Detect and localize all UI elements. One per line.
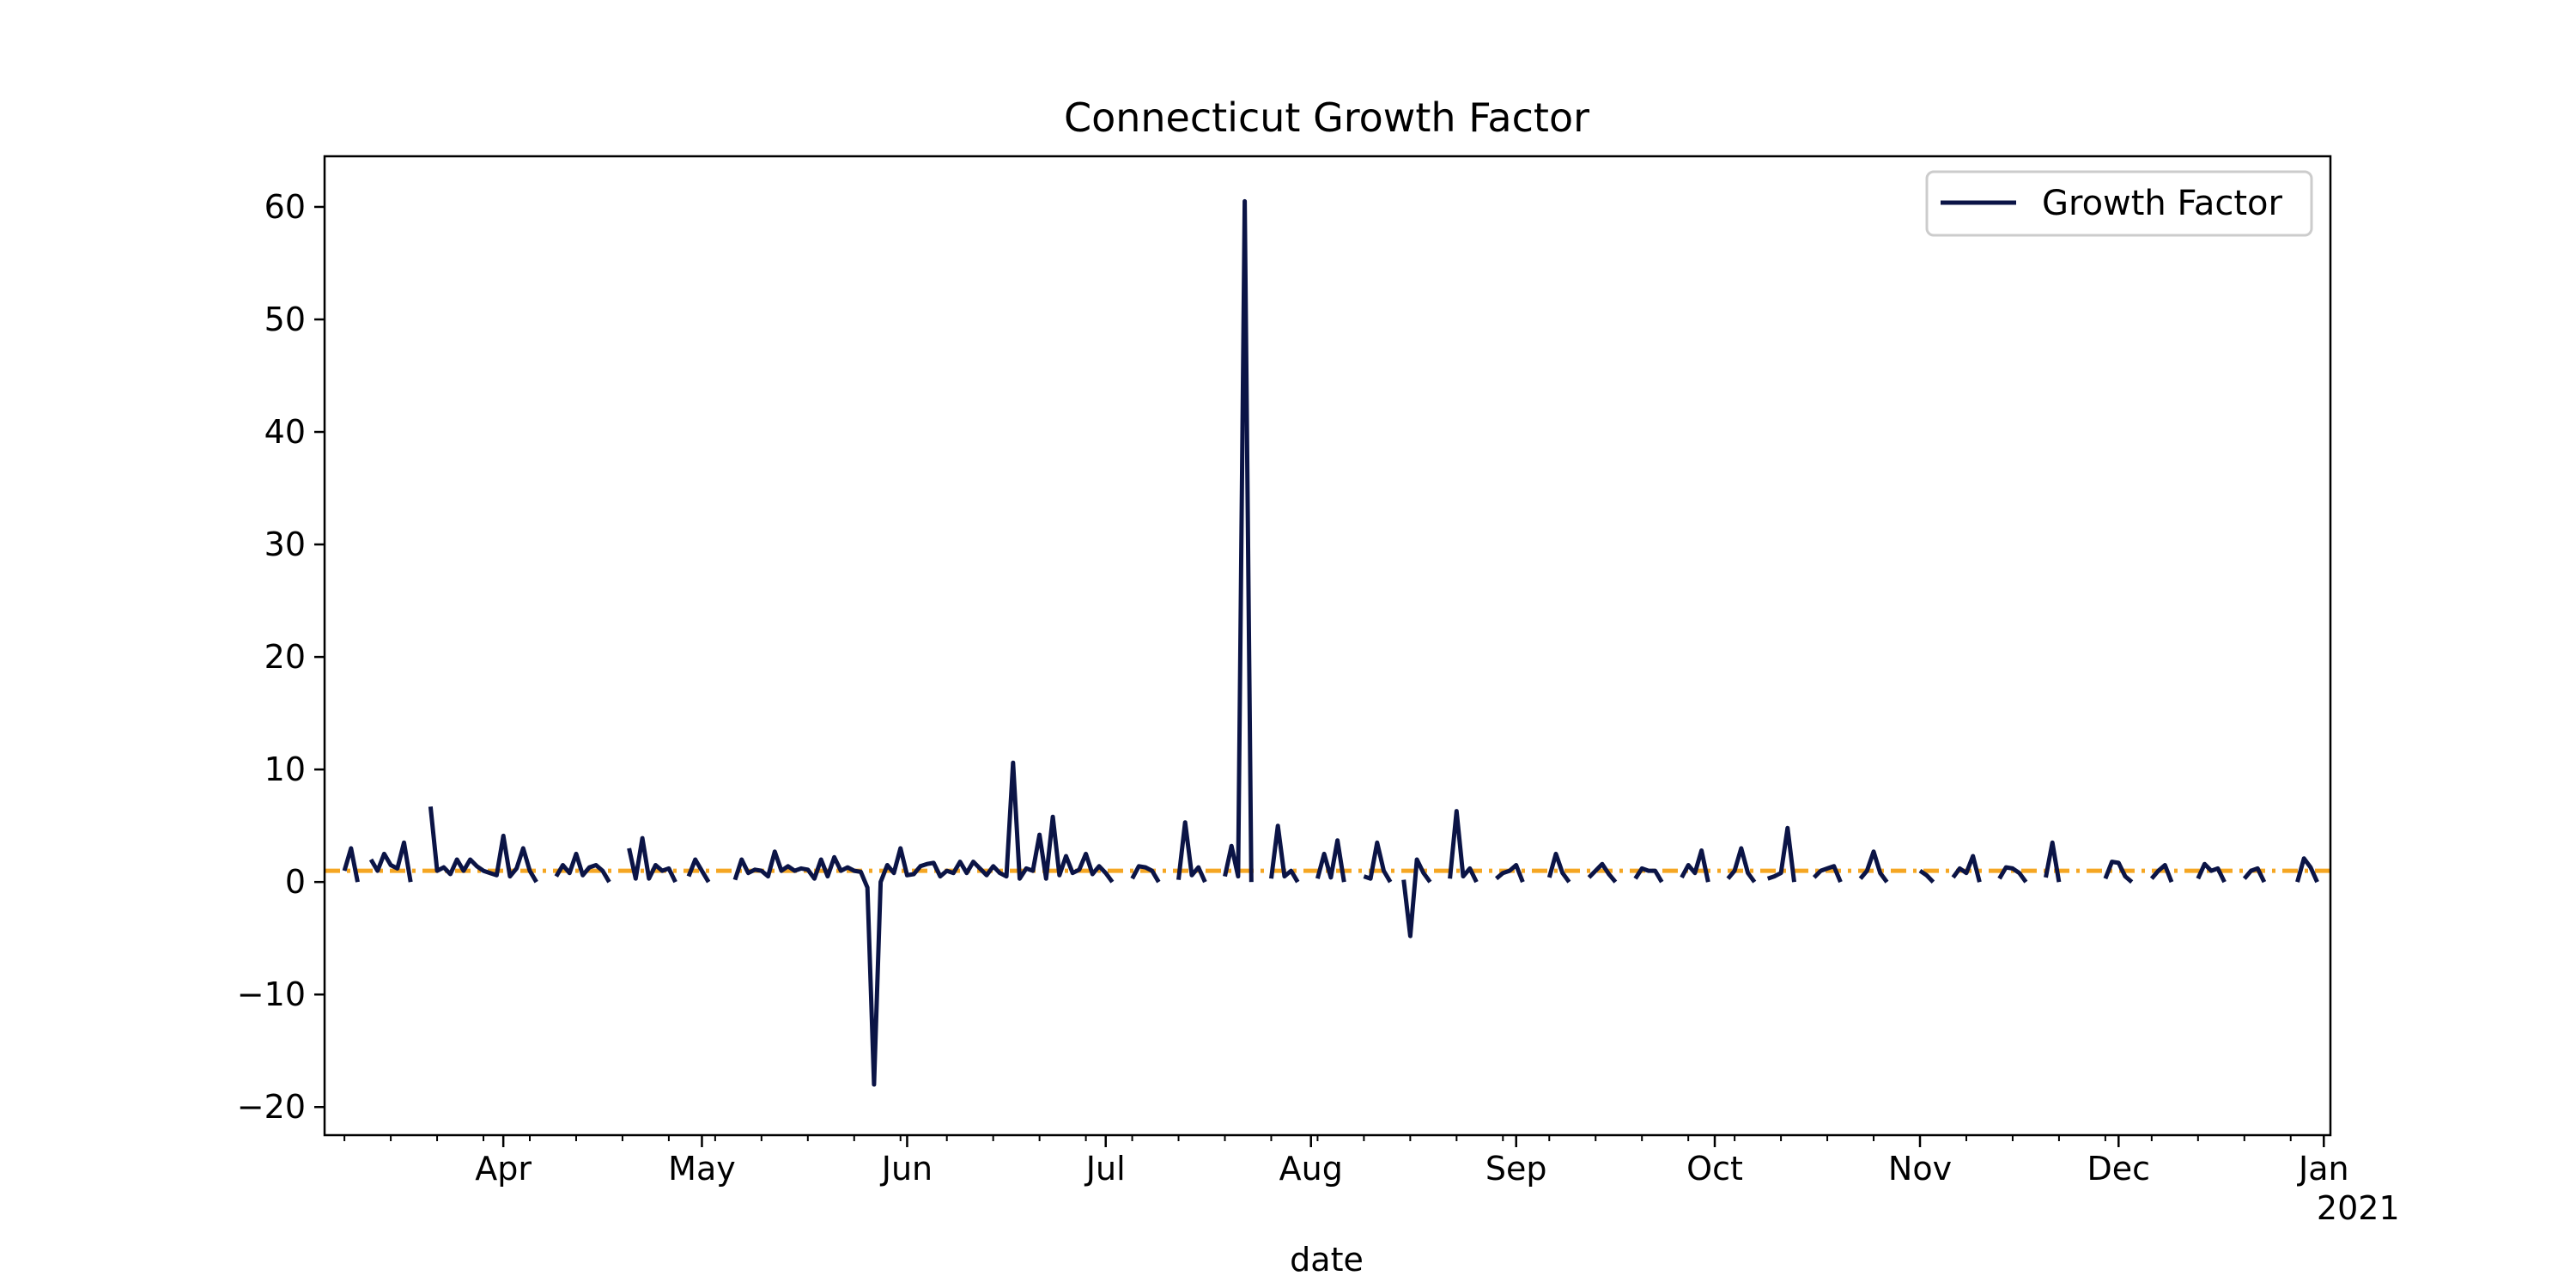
y-axis: 60 50 40 30 20 10 0 −10 −20 [237, 188, 325, 1126]
y-tick-label: 60 [264, 188, 306, 226]
y-tick-label: 50 [264, 301, 306, 338]
series-line-segment [1766, 825, 1796, 883]
x-axis-title: date [1290, 1241, 1364, 1279]
series-line-segment [1269, 823, 1300, 884]
y-tick-label: 40 [264, 413, 306, 451]
x-tick-sublabel: 2021 [2317, 1189, 2400, 1227]
series-line-segment [1448, 809, 1479, 884]
x-tick-label: Nov [1888, 1150, 1952, 1188]
series-line-segment [1951, 854, 1982, 883]
x-tick-label: Jan [2297, 1150, 2349, 1188]
legend-label-growth-factor: Growth Factor [2042, 184, 2282, 223]
series-line-segment [2196, 861, 2227, 884]
series-line-segment [2044, 840, 2062, 883]
series-line-segment [1680, 848, 1710, 883]
series-line-segment [1587, 861, 1618, 884]
series-line-segment [1918, 869, 1935, 884]
series-line-segment [1812, 864, 1843, 884]
x-tick-label: Aug [1279, 1150, 1343, 1188]
series-line-segment [1858, 849, 1889, 884]
y-tick-label: 20 [264, 638, 306, 676]
series-line-segment [2149, 863, 2174, 884]
x-tick-label: Dec [2087, 1150, 2151, 1188]
series-line-segment [1633, 866, 1664, 884]
series-group [342, 198, 2319, 1087]
y-tick-label: −20 [237, 1088, 306, 1126]
series-line-segment [1223, 198, 1254, 883]
series-line-segment [1546, 851, 1571, 884]
plot-frame [323, 155, 2332, 1137]
x-tick-label: May [668, 1150, 736, 1188]
series-line-segment [554, 851, 611, 884]
legend-box [1925, 170, 2313, 237]
series-line-segment [1997, 865, 2028, 884]
series-line-segment [428, 806, 538, 884]
x-tick-label: Jun [880, 1150, 933, 1188]
series-line-segment [1363, 840, 1393, 884]
series-line-segment [1726, 846, 1757, 884]
series-line-segment [1176, 820, 1207, 884]
y-tick-label: 30 [264, 526, 306, 563]
series-line-segment [1494, 863, 1525, 884]
series-line-segment [2242, 866, 2267, 884]
x-tick-label: Jul [1084, 1150, 1126, 1188]
x-tick-label: Oct [1686, 1150, 1743, 1188]
plot-area [323, 155, 2332, 1137]
series-line-segment [1401, 857, 1432, 939]
series-line-segment [732, 760, 1115, 1087]
series-line-segment [627, 835, 677, 884]
series-line-segment [342, 846, 360, 883]
series-line-segment [2295, 856, 2319, 884]
series-line-segment [368, 840, 413, 883]
legend[interactable]: Growth Factor [1925, 170, 2313, 237]
series-line-segment [1130, 864, 1161, 884]
x-tick-label: Apr [475, 1150, 532, 1188]
chart-title: Connecticut Growth Factor [1064, 94, 1589, 141]
y-tick-label: 0 [285, 863, 306, 901]
x-tick-label: Sep [1485, 1150, 1547, 1188]
series-line-segment [686, 857, 711, 884]
y-tick-label: 10 [264, 750, 306, 788]
series-line-segment [1315, 838, 1346, 883]
series-line-segment [2103, 860, 2134, 884]
y-tick-label: −10 [237, 975, 306, 1013]
